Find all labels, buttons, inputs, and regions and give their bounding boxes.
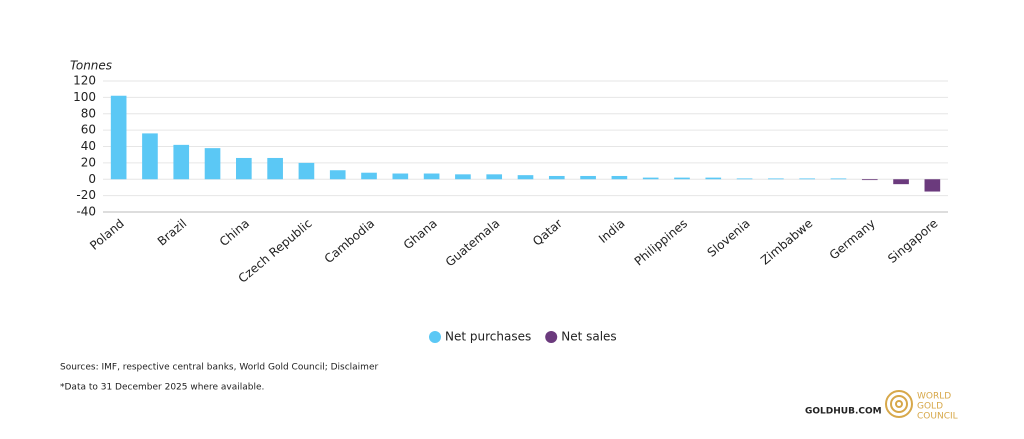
y-tick-label: 0 [88, 172, 96, 186]
legend-marker [429, 331, 441, 343]
legend-label: Net purchases [445, 330, 531, 344]
x-tick-label: Poland [87, 216, 127, 252]
bar [611, 175, 628, 180]
bar [642, 177, 659, 180]
x-tick-label: Cambodia [322, 216, 377, 266]
bar [392, 173, 409, 180]
x-tick-label: Brazil [155, 216, 190, 248]
y-tick-label: 20 [81, 155, 96, 169]
bar [173, 144, 190, 180]
bar [236, 157, 252, 180]
bar [736, 178, 753, 180]
x-tick-label: China [217, 216, 252, 249]
brand: GOLDHUB.COM [805, 407, 882, 417]
bar [517, 175, 534, 180]
bar [204, 148, 221, 180]
x-tick-label: Qatar [530, 216, 565, 248]
x-tick-label: Guatemala [443, 216, 503, 269]
y-tick-label: -40 [76, 205, 96, 219]
y-tick-label: 80 [81, 106, 96, 120]
y-tick-label: 120 [73, 74, 96, 88]
bar [768, 178, 784, 180]
bar [267, 157, 283, 180]
x-tick-label: Singapore [885, 216, 940, 266]
logo [885, 390, 913, 418]
bar [361, 172, 377, 180]
bar [110, 95, 127, 180]
legend-marker [545, 331, 558, 343]
y-tick-label: 60 [81, 123, 96, 137]
bar [580, 175, 596, 180]
source: Sources: IMF, respective central banks, … [60, 363, 378, 373]
bar [142, 133, 158, 180]
bar [799, 178, 815, 180]
x-tick-label: Slovenia [705, 216, 753, 260]
bar [548, 175, 565, 180]
bar [329, 170, 346, 180]
bar [705, 177, 722, 180]
x-tick-label: India [596, 216, 628, 246]
y-tick-label: 100 [73, 90, 96, 104]
legend-label: Net sales [561, 330, 616, 344]
bar [455, 174, 471, 180]
x-tick-label: Germany [827, 216, 878, 262]
y-axis-label: Tonnes [70, 59, 112, 73]
bar [924, 179, 941, 192]
logo-text: GOLD [917, 402, 943, 412]
x-tick-label: Ghana [401, 216, 440, 252]
logo-text: COUNCIL [917, 412, 958, 422]
y-tick-label: -20 [76, 188, 96, 202]
bar [893, 179, 909, 185]
y-tick-label: 40 [81, 139, 96, 153]
logo-text: WORLD [917, 392, 951, 402]
x-tick-label: Zimbabwe [758, 216, 815, 267]
footnote: *Data to 31 December 2025 where availabl… [60, 383, 264, 393]
bar [861, 179, 878, 181]
bar [674, 177, 690, 180]
bar [298, 162, 315, 180]
bar [830, 178, 847, 180]
bar [423, 173, 440, 180]
x-tick-label: Philippines [632, 216, 691, 268]
bar [486, 174, 503, 180]
